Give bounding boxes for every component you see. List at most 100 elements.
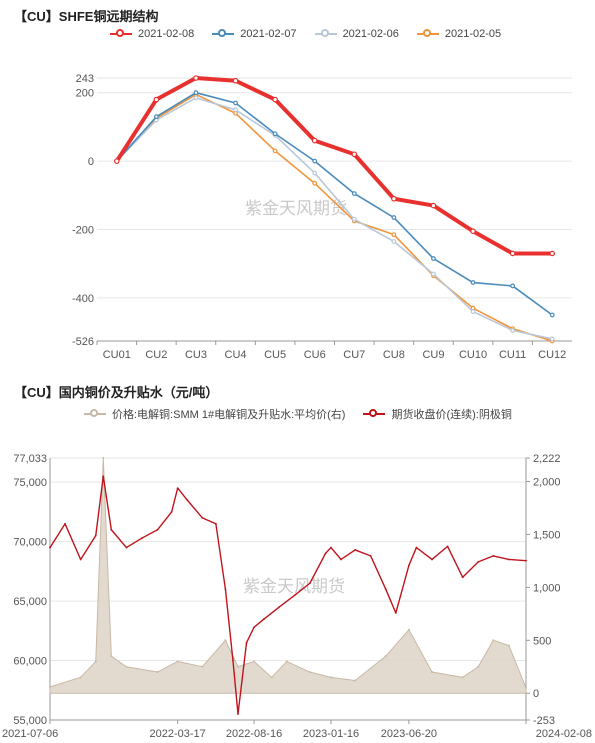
chart2-price-point (224, 588, 227, 591)
chart2-price-point (64, 522, 66, 525)
chart2-spread-point (492, 639, 495, 642)
chart2-price-point (102, 475, 105, 478)
chart2-right-tick-label: 1,500 (533, 529, 561, 541)
chart1-point (431, 271, 436, 277)
chart2-price-point (354, 549, 357, 551)
chart2-right-axis: 2,222 2,000 1,500 1,000 500 0 -253 (526, 453, 561, 727)
chart1-y-tick-label: 243 (76, 73, 94, 85)
chart1-x-tick-label: CU11 (499, 349, 526, 361)
chart1-x-tick-label: CU2 (145, 349, 167, 361)
chart2-x-tick-label: 2022-03-17 (150, 728, 206, 740)
chart2-right-tick-label: 2,222 (533, 453, 561, 465)
chart1-x-tick-label: CU6 (304, 349, 326, 361)
chart1-legend-label: 2021-02-07 (240, 28, 297, 40)
chart2-price-point (369, 555, 372, 557)
chart2-left-tick-label: 60,000 (13, 656, 47, 668)
chart1-point (233, 107, 238, 113)
chart2-price-point (330, 546, 332, 549)
chart2-price-point (477, 560, 480, 563)
chart1-legend-item[interactable]: 2021-02-06 (314, 28, 399, 40)
chart1-watermark: 紫金天风期货 (245, 199, 347, 218)
chart2-price-point (384, 588, 387, 591)
chart1-point (193, 75, 199, 81)
chart2-left-tick-label: 55,000 (13, 715, 47, 727)
chart1-x-axis: CU01 CU2 CU3 CU4 CU5 CU6 CU7 CU8 CU9 CU10 CU11 CU12 (96, 341, 566, 361)
chart2-price-point (245, 641, 248, 644)
chart1-legend-label: 2021-02-06 (342, 28, 399, 40)
chart2-price-point (446, 545, 449, 548)
chart1-y-tick-label: -200 (72, 225, 94, 237)
chart1-point (351, 151, 358, 158)
chart2-price-point (79, 558, 82, 561)
chart2-price-point (253, 626, 255, 629)
chart2-legend-item[interactable]: 期货收盘价(连续):阴极铜 (363, 406, 512, 422)
chart1-point (272, 96, 278, 103)
chart2-price-point (324, 552, 327, 555)
chart1-point (311, 137, 318, 144)
chart1-x-tick-label: CU7 (343, 349, 365, 361)
chart1-series-line-2021-02-07 (116, 91, 553, 316)
chart2-right-tick-label: 0 (533, 688, 539, 700)
chart2-spread-point (354, 679, 357, 682)
chart2-spread-point (461, 676, 464, 679)
chart2-price-point (461, 576, 464, 579)
chart2-price-point (340, 558, 342, 561)
chart1-point (391, 195, 397, 202)
legend-marker-icon (84, 408, 106, 420)
chart1-series (113, 75, 556, 344)
chart2-price-point (156, 528, 159, 531)
chart1-legend-item[interactable]: 2021-02-05 (416, 28, 501, 40)
chart2-price-point (431, 558, 433, 561)
chart2-spread-point (407, 628, 410, 631)
chart1-x-tick-label: CU3 (185, 349, 207, 361)
chart2-x-tick-label: 2023-01-16 (303, 728, 359, 740)
chart1-legend-item[interactable]: 2021-02-07 (212, 28, 297, 40)
chart2-price-point (415, 546, 418, 549)
chart2-price-point (492, 555, 495, 557)
chart2-x-tick-label: 2023-06-20 (381, 728, 437, 740)
chart2-price-point (407, 564, 410, 567)
chart2-price-point (49, 546, 51, 549)
chart2-left-tick-label: 75,000 (13, 477, 47, 489)
chart2-watermark: 紫金天风期货 (243, 577, 345, 596)
chart1-point (351, 191, 357, 196)
chart2-price-point (94, 534, 97, 537)
chart1-point (193, 90, 199, 96)
chart2-price-point (394, 612, 397, 614)
chart1-point (153, 96, 160, 103)
chart1-point (193, 95, 199, 101)
chart2-right-tick-label: 1,000 (533, 582, 561, 594)
chart1-point (391, 232, 397, 238)
chart1-legend-label: 2021-02-08 (138, 28, 195, 40)
chart2-legend-item[interactable]: 价格:电解铜:SMM 1#电解铜及升贴水:平均价(右) (84, 406, 345, 422)
chart1-point (312, 158, 318, 164)
chart1-point (272, 148, 278, 154)
chart1-legend-item[interactable]: 2021-02-08 (110, 28, 194, 40)
chart2-price-line (49, 475, 527, 715)
chart2-title: 【CU】国内铜价及升贴水（元/吨） (14, 385, 219, 400)
chart2-price-point (110, 528, 113, 531)
chart1-point (272, 131, 278, 137)
chart2-price-point (232, 659, 234, 662)
chart1-point (430, 202, 437, 209)
chart1-y-tick-label: 0 (88, 156, 94, 168)
chart1-x-tick-label: CU4 (225, 349, 247, 361)
chart2-spread-point (308, 671, 311, 674)
chart1-x-tick-label: CU12 (538, 349, 566, 361)
chart2-spread-point (94, 660, 97, 663)
chart2-spread-point (79, 676, 82, 679)
chart2-legend: 价格:电解铜:SMM 1#电解铜及升贴水:平均价(右) 期货收盘价(连续):阴极铜 (84, 406, 512, 422)
legend-marker-icon (314, 28, 337, 40)
chart1-series-line-2021-02-05 (116, 93, 553, 342)
chart2-spread-point (285, 660, 288, 663)
chart2-grid (49, 457, 527, 721)
chart1-x-tick-label: CU9 (422, 349, 444, 361)
chart2-spread-point (329, 676, 332, 679)
chart1-title: 【CU】SHFE铜远期结构 (14, 9, 159, 24)
chart2-left-tick-label: 77,033 (13, 453, 47, 465)
chart2-price-point (170, 511, 173, 513)
chart1-point (470, 228, 476, 235)
chart2-price-point (508, 558, 510, 561)
chart2-spread-point (125, 665, 128, 668)
